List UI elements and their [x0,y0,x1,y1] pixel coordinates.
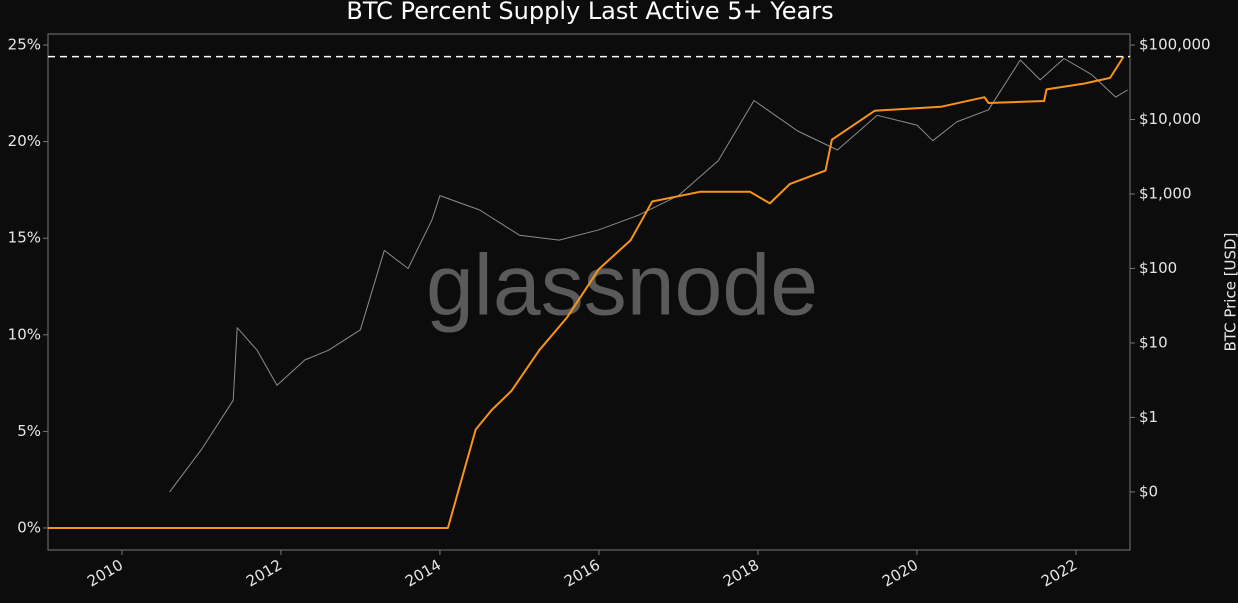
plot-frame [47,33,1131,551]
y-tick-label: 25% [8,36,41,54]
y2-tick-label: $100 [1139,259,1177,277]
chart-title: BTC Percent Supply Last Active 5+ Years [346,0,833,25]
y2-tick-label: $10 [1139,333,1168,351]
y2-axis-label: BTC Price [USD] [1222,233,1238,352]
line-series [169,58,1128,493]
watermark: glassnode [426,238,818,334]
y2-tick-label: $100,000 [1139,36,1211,54]
y2-tick-label: $10,000 [1139,110,1201,128]
y-tick-label: 15% [8,229,41,247]
y-tick-label: 10% [8,325,41,343]
line-series [48,56,1125,529]
plot-area [48,55,1130,529]
y2-tick-label: $1 [1139,408,1158,426]
y-tick-label: 20% [8,132,41,150]
y2-tick-label: $1,000 [1139,184,1192,202]
y-tick-label: 0% [17,518,41,536]
y-tick-label: 5% [17,422,41,440]
y2-tick-label: $0 [1139,482,1158,500]
